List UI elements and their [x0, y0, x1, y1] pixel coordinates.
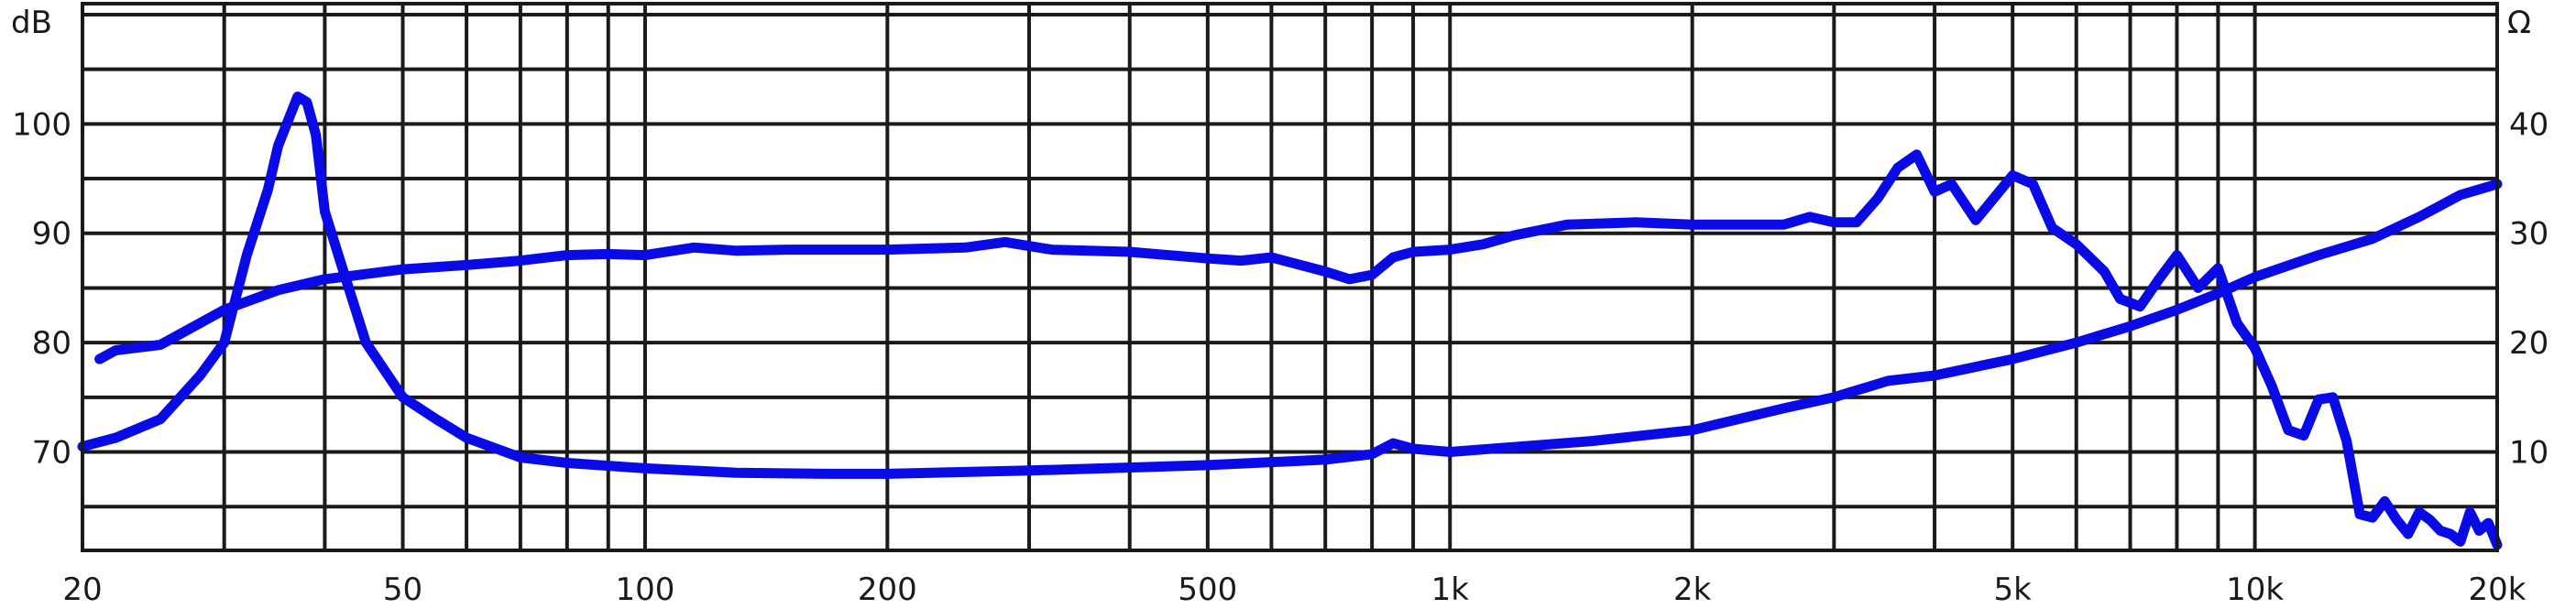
curves — [77, 92, 2503, 550]
y-right-tick-label-2: 30 — [2509, 216, 2549, 253]
y-left-tick-label-2: 90 — [32, 216, 71, 253]
x-tick-label-5: 1k — [1431, 571, 1470, 608]
x-tick-label-7: 5k — [1994, 571, 2033, 608]
y-right-tick-label-0: 10 — [2509, 435, 2549, 472]
x-tick-label-4: 500 — [1178, 571, 1237, 608]
x-tick-label-1: 50 — [383, 571, 422, 608]
spl-curve — [94, 149, 2503, 550]
x-tick-label-8: 10k — [2226, 571, 2284, 608]
grid — [82, 4, 2497, 550]
y-right-tick-label-3: 40 — [2509, 106, 2549, 143]
tick-labels: 20 50 100 200 500 1k 2k 5k 10k 20k 70 80 90 100 10 20 30… — [12, 106, 2549, 608]
y-left-tick-label-1: 80 — [32, 325, 71, 362]
y-left-tick-label-0: 70 — [32, 435, 71, 472]
impedance-curve — [77, 92, 2503, 479]
x-tick-label-0: 20 — [62, 571, 102, 608]
y-left-tick-label-3: 100 — [12, 106, 71, 143]
x-tick-label-2: 100 — [615, 571, 674, 608]
plot-frame — [81, 2, 2499, 552]
x-tick-label-9: 20k — [2469, 571, 2527, 608]
left-axis-unit-label: dB — [11, 5, 52, 41]
right-axis-unit-label: Ω — [2507, 5, 2531, 41]
x-tick-label-3: 200 — [858, 571, 917, 608]
y-right-tick-label-1: 20 — [2509, 325, 2549, 362]
x-tick-label-6: 2k — [1673, 571, 1712, 608]
